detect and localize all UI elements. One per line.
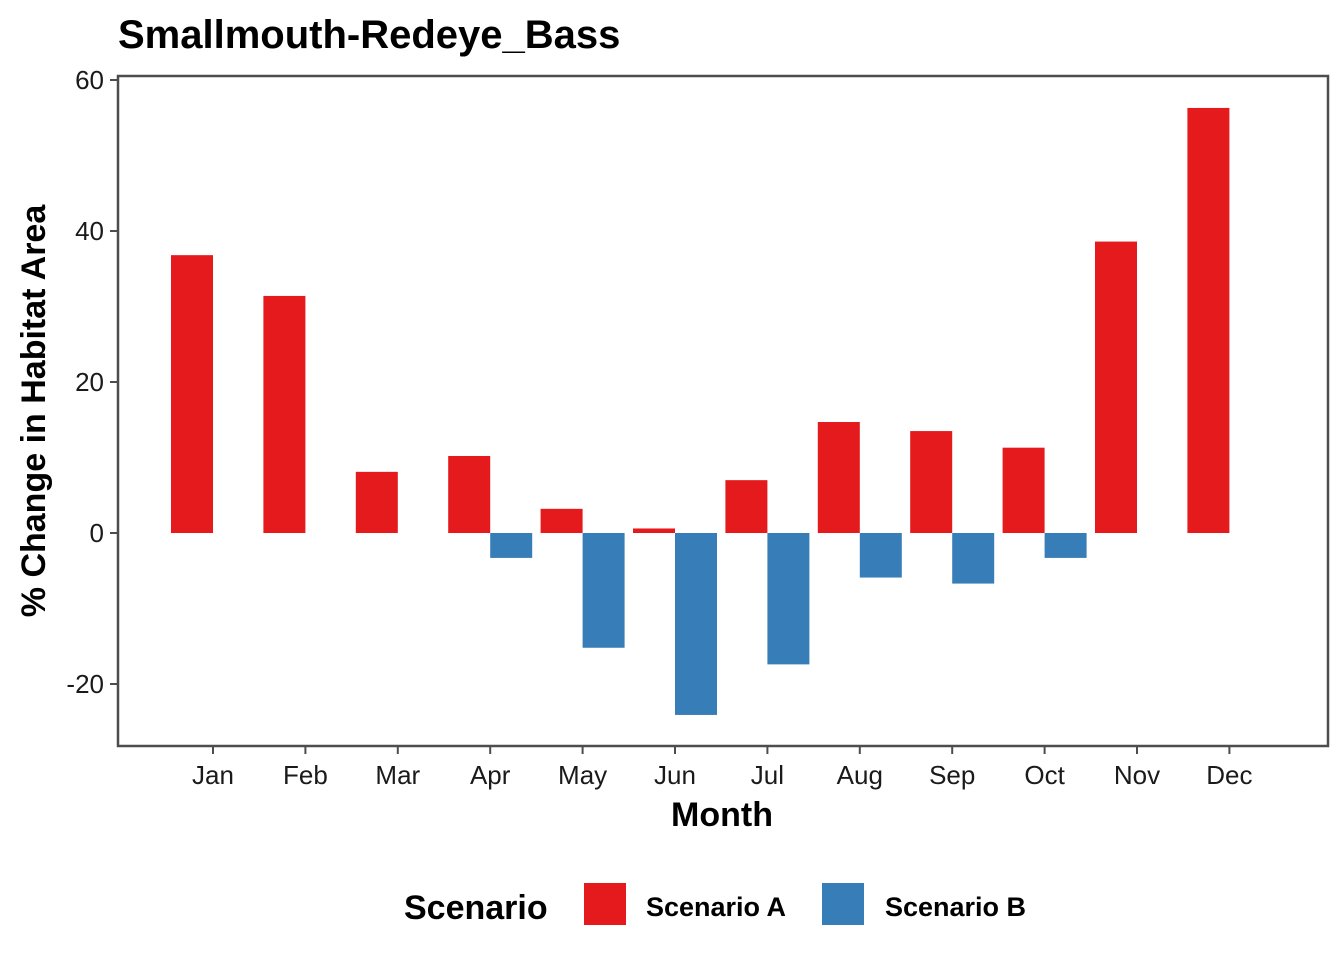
bar-scenario-a-jun	[633, 528, 675, 533]
bar-scenario-b-oct	[1044, 533, 1087, 558]
chart-title: Smallmouth-Redeye_Bass	[118, 13, 620, 57]
bar-scenario-a-jul	[725, 480, 768, 533]
bar-scenario-b-sep	[952, 533, 995, 584]
y-tick-label: 60	[75, 65, 104, 95]
bar-scenario-a-feb	[263, 295, 306, 533]
bars-group	[171, 107, 1230, 715]
x-tick-label: Nov	[1114, 760, 1160, 790]
x-tick-label: Jul	[751, 760, 784, 790]
y-axis: -20 0 20 40 60	[66, 65, 118, 699]
x-axis-title: Month	[671, 796, 773, 834]
bar-scenario-b-jul	[767, 533, 810, 665]
plot-panel-border	[116, 74, 1330, 748]
x-tick-label: Sep	[929, 760, 975, 790]
bar-scenario-a-aug	[817, 422, 860, 533]
bar-scenario-a-may	[540, 508, 583, 533]
y-axis-title: % Change in Habitat Area	[15, 204, 53, 618]
y-tick-label: -20	[66, 669, 104, 699]
bar-scenario-b-may	[582, 533, 625, 648]
bar-scenario-a-mar	[355, 471, 398, 533]
legend: Scenario Scenario A Scenario B	[404, 883, 1026, 927]
x-tick-label: Aug	[837, 760, 883, 790]
bar-scenario-b-aug	[859, 533, 902, 578]
x-tick-label: Feb	[283, 760, 328, 790]
legend-label-scenario-a: Scenario A	[646, 892, 786, 922]
legend-title: Scenario	[404, 889, 548, 927]
bar-scenario-a-oct	[1002, 447, 1045, 533]
x-tick-label: Jun	[654, 760, 696, 790]
legend-label-scenario-b: Scenario B	[885, 892, 1026, 922]
x-axis: Jan Feb Mar Apr May Jun Jul Aug Sep Oct Nov Dec	[192, 746, 1253, 790]
bar-scenario-a-dec	[1187, 107, 1230, 533]
bar-scenario-a-apr	[448, 455, 491, 533]
bar-scenario-a-jan	[171, 255, 213, 533]
y-tick-label: 0	[90, 518, 104, 548]
bar-scenario-a-nov	[1095, 241, 1137, 533]
x-tick-label: Oct	[1024, 760, 1065, 790]
x-tick-label: Dec	[1206, 760, 1252, 790]
legend-key-scenario-a	[584, 883, 626, 925]
legend-key-scenario-b	[822, 883, 864, 925]
x-tick-label: Mar	[375, 760, 420, 790]
x-tick-label: Jan	[192, 760, 234, 790]
y-tick-label: 20	[75, 367, 104, 397]
bar-scenario-b-jun	[675, 533, 717, 715]
bar-scenario-a-sep	[910, 431, 953, 533]
x-tick-label: Apr	[470, 760, 511, 790]
bar-scenario-b-apr	[490, 533, 533, 558]
x-tick-label: May	[558, 760, 607, 790]
y-tick-label: 40	[75, 216, 104, 246]
